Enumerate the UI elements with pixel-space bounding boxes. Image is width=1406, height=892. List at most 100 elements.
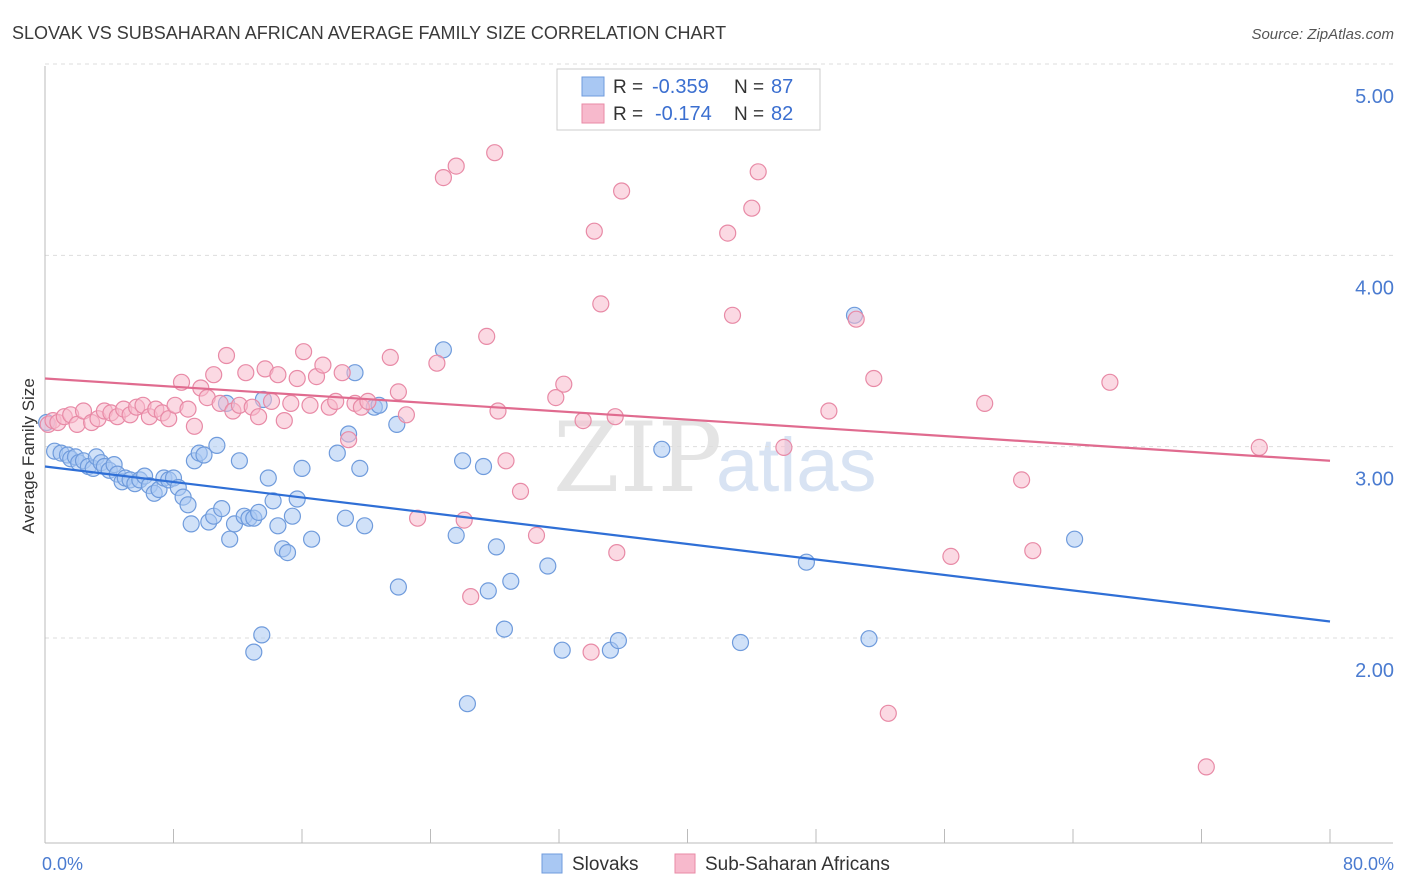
subsaharan-point [608,543,626,562]
subsaharan-point [262,392,281,410]
subsaharan-point [314,356,332,374]
y-tick-label: 5.00 [1355,86,1394,108]
subsaharan-point [547,389,565,407]
subsaharan-point [447,157,465,175]
subsaharan-point [301,396,319,414]
slovak-point [474,457,493,476]
slovak-point [250,503,268,522]
gridlines [45,63,1393,639]
slovak-point [1065,530,1084,548]
chart-source: Source: ZipAtlas.com [1251,26,1394,43]
series-legend: Slovaks Sub-Saharan Africans [541,853,890,875]
subsaharan-point [333,364,351,382]
legend-n-label-1: N = [734,77,764,98]
subsaharan-point [211,394,229,412]
subsaharan-point [275,412,293,430]
subsaharan-point [942,547,960,566]
subsaharan-point [976,394,994,412]
y-axis-label: Average Family Size [19,378,38,534]
slovak-point [539,557,557,575]
subsaharan-point [409,509,427,527]
slovak-point [253,626,271,644]
slovak-point [609,631,628,650]
scatter-points [37,144,1268,776]
bottom-legend-swatch-subsaharan [674,853,696,874]
subsaharan-point [511,482,530,500]
subsaharan-point [1197,758,1215,776]
subsaharan-point [879,704,897,722]
subsaharan-point [282,394,300,412]
subsaharan-point [585,222,603,240]
slovak-point [502,572,520,590]
subsaharan-point [847,310,865,328]
slovak-point [454,452,472,470]
legend-swatch-subsaharan [581,103,605,124]
slovak-point [653,440,671,458]
x-axis-ticks [44,829,1331,843]
subsaharan-point [179,400,197,418]
slovak-point [487,538,505,556]
subsaharan-point [1250,438,1268,456]
slovak-point [447,526,465,545]
slovak-point [208,436,226,454]
x-tick-label-max: 80.0% [1343,854,1394,874]
subsaharan-point [743,199,761,217]
subsaharan-point [723,306,742,324]
subsaharan-point [527,526,546,545]
slovak-point [179,496,197,514]
subsaharan-point [719,224,737,242]
subsaharan-point [574,412,592,430]
subsaharan-point [397,406,415,424]
slovak-point [303,530,321,548]
subsaharan-point [865,369,883,388]
subsaharan-point [389,383,407,401]
trend-lines [44,377,1331,623]
legend-r-label-1: R = [613,77,643,98]
legend-r-value-1: -0.359 [652,76,709,98]
subsaharan-point [185,417,203,435]
subsaharan-point [1012,471,1031,489]
slovak-point [336,509,354,527]
subsaharan-point [250,408,268,426]
slovak-point [283,507,301,525]
subsaharan-point [820,402,838,420]
subsaharan-point [612,182,631,200]
slovak-point [288,490,306,508]
subsaharan-point [1024,542,1042,560]
legend-r-label-2: R = [613,104,643,125]
chart-title: SLOVAK VS SUBSAHARAN AFRICAN AVERAGE FAM… [12,23,726,43]
slovak-point [351,459,369,477]
subsaharan-point [749,163,767,181]
subsaharan-point [359,392,377,410]
subsaharan-point [555,375,573,393]
subsaharan-point [237,364,255,382]
subsaharan-point [340,431,358,449]
y-tick-labels: 2.00 3.00 4.00 5.00 [1355,86,1394,682]
legend-n-value-2: 82 [771,103,793,125]
slovak-point [195,446,213,464]
slovak-point [495,620,513,638]
legend-r-value-2: -0.174 [655,103,712,125]
subsaharan-point [295,343,313,361]
legend-swatch-slovaks [581,76,605,97]
subsaharan-point [205,366,223,384]
subsaharan-point [582,643,600,661]
subsaharan-point [434,169,452,187]
bottom-legend-swatch-slovaks [541,853,563,874]
subsaharan-point [497,452,515,470]
slovak-point [731,633,750,652]
subsaharan-point [381,348,399,366]
slovak-point [213,500,231,518]
subsaharan-point [775,438,793,456]
y-tick-label: 2.00 [1355,660,1394,682]
subsaharan-point [486,144,504,162]
x-tick-label-min: 0.0% [42,854,83,874]
subsaharan-point [606,408,624,426]
bottom-legend-label-subsaharan: Sub-Saharan Africans [705,854,890,875]
slovak-point [221,530,239,548]
slovak-point [328,444,346,462]
correlation-legend: R = -0.359 N = 87 R = -0.174 N = 82 [556,68,821,131]
slovak-point [860,630,878,648]
slovak-point [230,452,248,470]
